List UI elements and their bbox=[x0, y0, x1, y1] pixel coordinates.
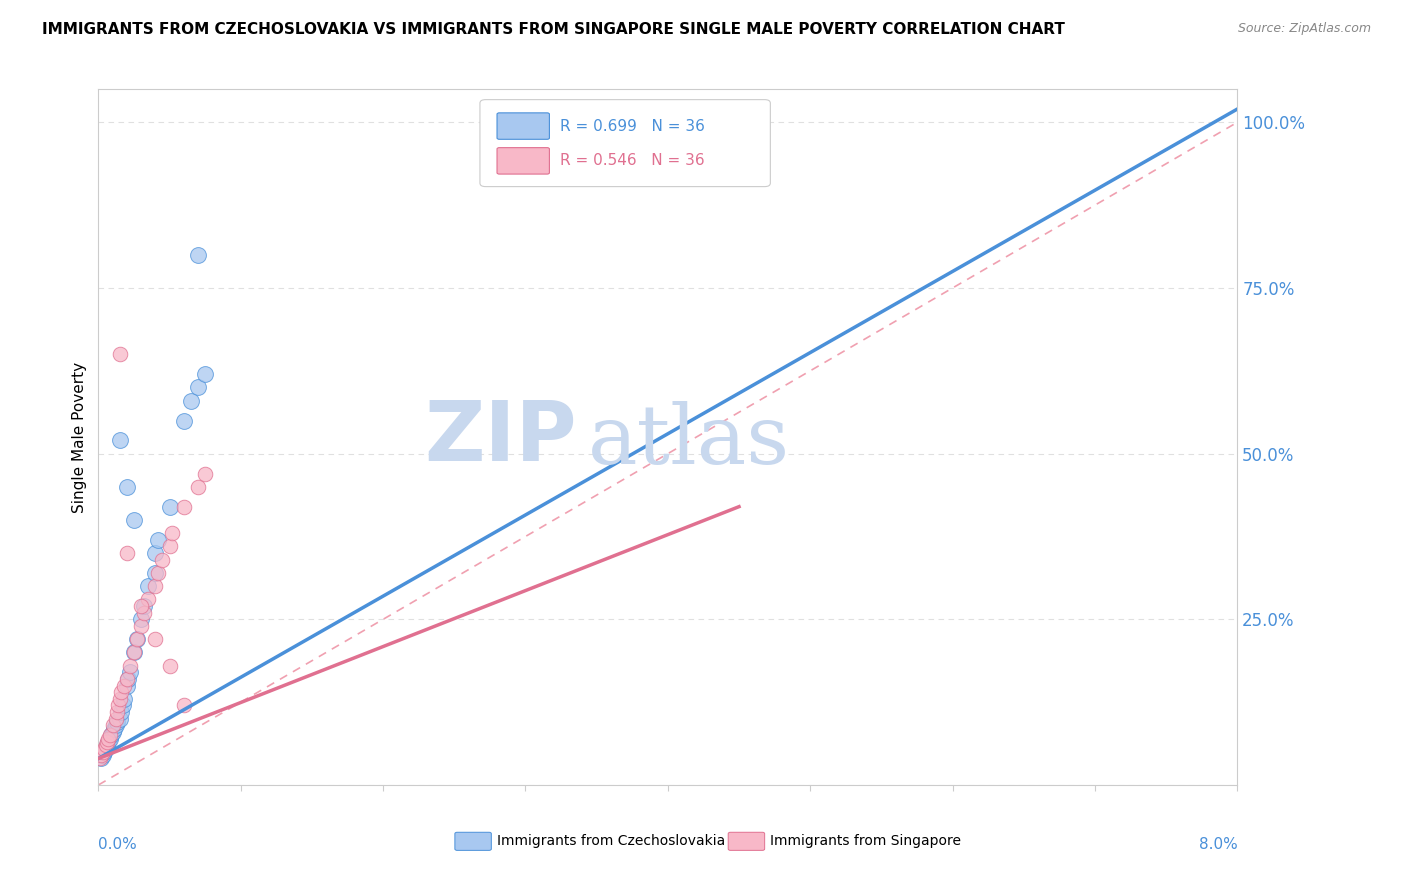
Text: R = 0.699   N = 36: R = 0.699 N = 36 bbox=[560, 119, 704, 134]
Point bbox=[94, 741, 117, 756]
Point bbox=[90, 748, 112, 763]
Point bbox=[125, 632, 148, 647]
Point bbox=[145, 566, 167, 580]
Point bbox=[115, 672, 138, 686]
Point bbox=[180, 393, 202, 408]
Text: ZIP: ZIP bbox=[425, 397, 576, 477]
Point bbox=[132, 599, 155, 613]
Text: 8.0%: 8.0% bbox=[1198, 837, 1237, 852]
Point bbox=[89, 751, 111, 765]
Point bbox=[145, 546, 167, 560]
Point bbox=[173, 500, 195, 514]
Point bbox=[118, 658, 141, 673]
Point bbox=[103, 722, 125, 736]
FancyBboxPatch shape bbox=[728, 832, 765, 850]
Point bbox=[101, 718, 124, 732]
Point bbox=[148, 533, 170, 547]
Text: R = 0.546   N = 36: R = 0.546 N = 36 bbox=[560, 153, 704, 169]
Point bbox=[148, 566, 170, 580]
Point bbox=[98, 728, 121, 742]
Point bbox=[152, 552, 174, 566]
Text: Immigrants from Czechoslovakia: Immigrants from Czechoslovakia bbox=[498, 834, 725, 848]
Point bbox=[101, 725, 124, 739]
Point bbox=[115, 679, 138, 693]
Point bbox=[100, 728, 122, 742]
Point bbox=[159, 658, 181, 673]
Point bbox=[162, 526, 184, 541]
Text: Immigrants from Singapore: Immigrants from Singapore bbox=[770, 834, 962, 848]
Point bbox=[173, 698, 195, 713]
Point bbox=[173, 413, 195, 427]
Point bbox=[98, 731, 121, 746]
Point bbox=[194, 367, 217, 381]
Point bbox=[97, 735, 120, 749]
Point bbox=[97, 731, 120, 746]
Point bbox=[115, 480, 138, 494]
FancyBboxPatch shape bbox=[498, 113, 550, 139]
Point bbox=[96, 738, 118, 752]
Point bbox=[159, 540, 181, 554]
Point bbox=[115, 546, 138, 560]
Point bbox=[105, 714, 128, 729]
Point bbox=[91, 748, 114, 763]
Point bbox=[194, 467, 217, 481]
Point bbox=[108, 347, 131, 361]
FancyBboxPatch shape bbox=[456, 832, 491, 850]
Point bbox=[96, 735, 118, 749]
Point bbox=[145, 579, 167, 593]
Point bbox=[111, 698, 134, 713]
Point bbox=[159, 500, 181, 514]
Point bbox=[136, 592, 159, 607]
Point bbox=[91, 745, 114, 759]
Point bbox=[104, 712, 127, 726]
Point bbox=[136, 579, 159, 593]
Point bbox=[110, 685, 132, 699]
Point bbox=[94, 738, 117, 752]
Point bbox=[122, 513, 145, 527]
Point bbox=[117, 672, 139, 686]
Y-axis label: Single Male Poverty: Single Male Poverty bbox=[72, 361, 87, 513]
Point bbox=[110, 705, 132, 719]
Point bbox=[125, 632, 148, 647]
Point bbox=[108, 434, 131, 448]
Text: Source: ZipAtlas.com: Source: ZipAtlas.com bbox=[1237, 22, 1371, 36]
Text: 0.0%: 0.0% bbox=[98, 837, 138, 852]
Point bbox=[187, 248, 209, 262]
Point bbox=[107, 698, 129, 713]
FancyBboxPatch shape bbox=[498, 148, 550, 174]
Point bbox=[145, 632, 167, 647]
FancyBboxPatch shape bbox=[479, 100, 770, 186]
Point bbox=[129, 619, 152, 633]
Point bbox=[187, 380, 209, 394]
Point bbox=[187, 480, 209, 494]
Point bbox=[122, 645, 145, 659]
Text: atlas: atlas bbox=[588, 401, 790, 481]
Point bbox=[93, 741, 115, 756]
Point bbox=[122, 645, 145, 659]
Text: IMMIGRANTS FROM CZECHOSLOVAKIA VS IMMIGRANTS FROM SINGAPORE SINGLE MALE POVERTY : IMMIGRANTS FROM CZECHOSLOVAKIA VS IMMIGR… bbox=[42, 22, 1066, 37]
Point bbox=[129, 612, 152, 626]
Point bbox=[112, 691, 135, 706]
Point bbox=[118, 665, 141, 680]
Point bbox=[93, 745, 115, 759]
Point bbox=[108, 712, 131, 726]
Point bbox=[104, 718, 127, 732]
Point bbox=[90, 751, 112, 765]
Point bbox=[108, 691, 131, 706]
Point bbox=[105, 705, 128, 719]
Point bbox=[129, 599, 152, 613]
Point bbox=[132, 606, 155, 620]
Point bbox=[112, 679, 135, 693]
